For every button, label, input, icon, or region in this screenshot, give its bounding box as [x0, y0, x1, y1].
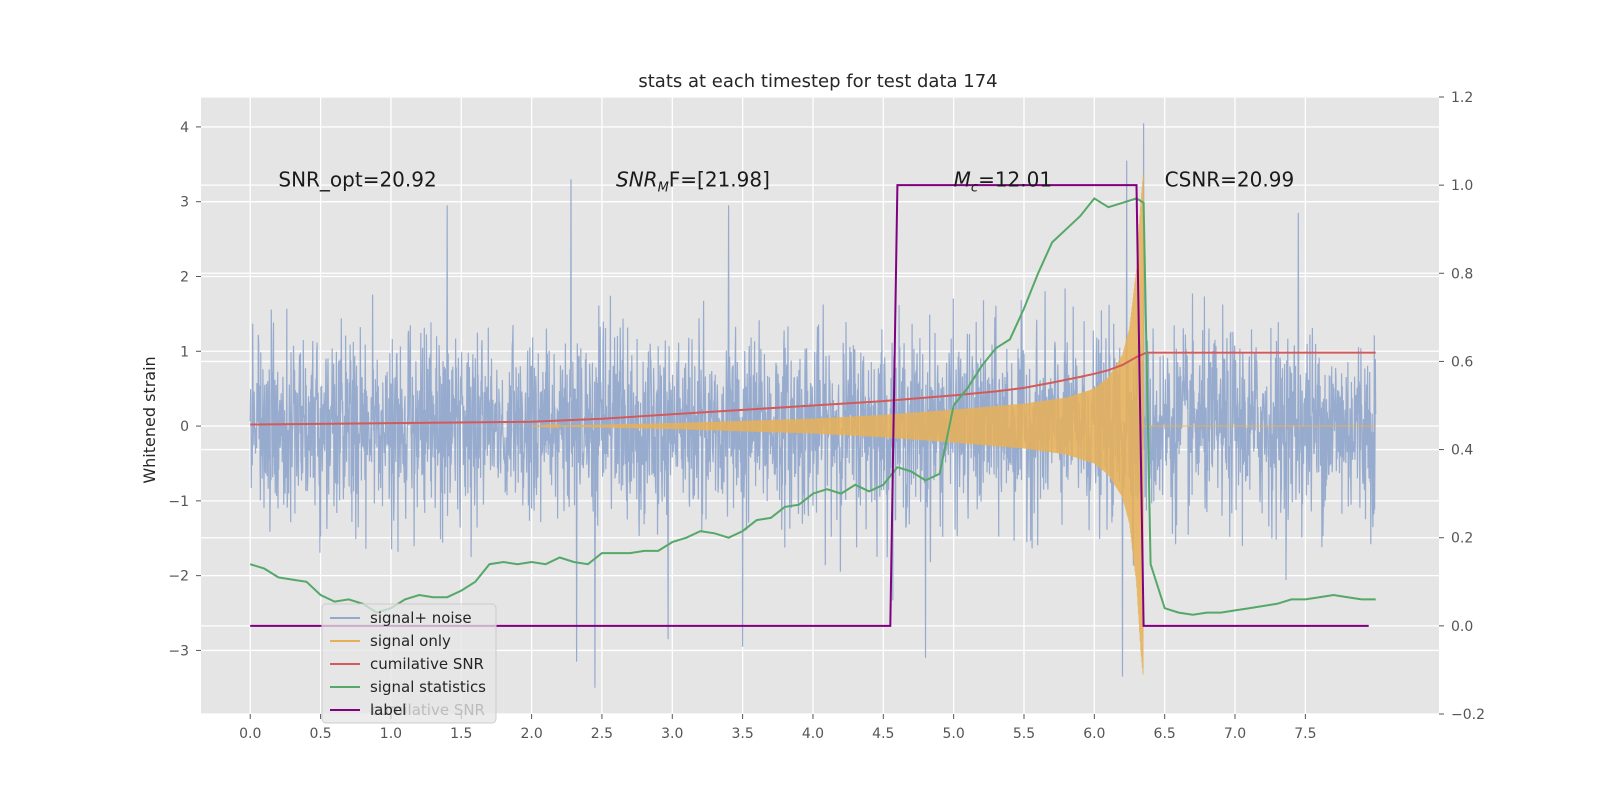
- x-tick-label: 1.0: [380, 726, 402, 742]
- annotation-tail: F=[21.98]: [669, 167, 770, 191]
- x-tick-label: 6.5: [1154, 726, 1176, 742]
- annotation-main: M: [954, 167, 971, 191]
- annotation-subscript: M: [658, 180, 669, 195]
- series-line-label: [250, 184, 1369, 627]
- y2-tick-label: 0.6: [1451, 354, 1473, 370]
- annotation-tail: =12.01: [978, 167, 1052, 191]
- legend-entry: signal statistics: [370, 678, 486, 696]
- x-tick-label: 0.0: [239, 726, 261, 742]
- signal-plus-noise-line: [249, 123, 1377, 688]
- annotation-subscript: c: [971, 180, 978, 195]
- annotation-main: SNR: [616, 167, 658, 191]
- x-tick-label: 3.5: [731, 726, 753, 742]
- x-tick-label: 2.5: [591, 726, 613, 742]
- legend-ghost-text-overlay: cumilative SNR: [371, 701, 485, 719]
- series-lines: [249, 184, 1376, 627]
- y2-tick-label: 1.0: [1451, 178, 1473, 194]
- legend-box: [321, 603, 497, 724]
- series-line-signal-statistics: [249, 197, 1376, 616]
- x-tick-label: 3.0: [661, 726, 683, 742]
- y-tick-label: −3: [168, 643, 189, 659]
- x-tick-label: 4.5: [872, 726, 894, 742]
- legend: cumilative SNR cumilative SNR signal+ nois…: [321, 603, 497, 724]
- x-tick-label: 7.5: [1294, 726, 1316, 742]
- x-tick-label: 7.0: [1224, 726, 1246, 742]
- y2-tick-label: −0.2: [1451, 707, 1485, 723]
- y-tick-label: 1: [180, 344, 189, 360]
- y-axis-label: Whitened strain: [140, 356, 159, 483]
- y-tick-label: −2: [168, 569, 189, 585]
- x-tick-label: 4.0: [802, 726, 824, 742]
- y2-tick-label: 1.2: [1451, 90, 1473, 106]
- y-tick-label: 3: [180, 195, 189, 211]
- x-tick-label: 5.0: [943, 726, 965, 742]
- legend-entry: signal+ noise: [370, 609, 472, 627]
- x-axis-ticks: 0.0 0.5 1.0 1.5 2.0 2.5 3.0 3.5 4.0 4.5 5.0 5.5 6.0 6…: [239, 714, 1316, 742]
- y-tick-label: −1: [168, 494, 189, 510]
- right-axis-ticks: −0.2 0.0 0.2 0.4 0.6 0.8 1.0 1.2: [1439, 90, 1485, 723]
- legend-entry: signal only: [370, 632, 451, 650]
- y2-tick-label: 0.8: [1451, 266, 1473, 282]
- annotation-3: CSNR=20.99: [1165, 167, 1295, 191]
- y2-tick-label: 0.4: [1451, 443, 1473, 459]
- x-tick-label: 1.5: [450, 726, 472, 742]
- y-tick-label: 4: [180, 120, 189, 136]
- annotation-1: SNRMF=[21.98]: [616, 167, 770, 195]
- legend-entry: label: [370, 701, 406, 719]
- y-tick-label: 0: [180, 419, 189, 435]
- y2-tick-label: 0.2: [1451, 531, 1473, 547]
- annotations: SNR_opt=20.92 SNRMF=[21.98] Mc=12.01 CSNR=2…: [278, 167, 1294, 195]
- y-axis-ticks: −3 −2 −1 0 1 2 3 4: [168, 120, 201, 659]
- y2-tick-label: 0.0: [1451, 619, 1473, 635]
- series-signal-plus-noise: [249, 123, 1377, 688]
- y-tick-label: 2: [180, 269, 189, 285]
- series-line-cumilative-snr: [250, 351, 1376, 426]
- chart-title: stats at each timestep for test data 174: [638, 71, 997, 92]
- x-tick-label: 6.0: [1083, 726, 1105, 742]
- x-tick-label: 2.0: [520, 726, 542, 742]
- x-tick-label: 5.5: [1013, 726, 1035, 742]
- annotation-2: Mc=12.01: [954, 167, 1052, 195]
- annotation-0: SNR_opt=20.92: [278, 167, 436, 191]
- x-tick-label: 0.5: [309, 726, 331, 742]
- legend-entry: cumilative SNR: [370, 655, 484, 673]
